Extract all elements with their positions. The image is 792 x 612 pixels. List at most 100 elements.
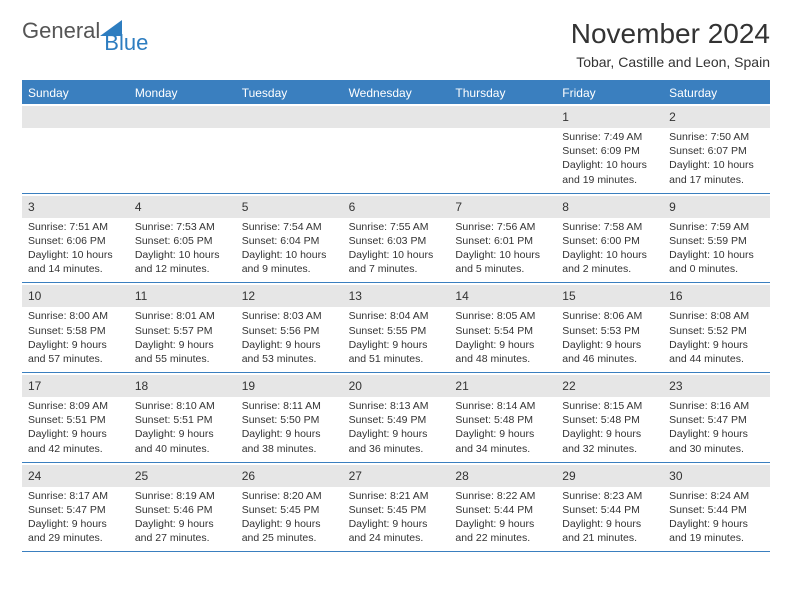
day-info: Sunrise: 8:13 AMSunset: 5:49 PMDaylight:… — [349, 399, 444, 456]
day-cell: 10Sunrise: 8:00 AMSunset: 5:58 PMDayligh… — [22, 283, 129, 372]
day-number: 20 — [349, 379, 362, 393]
day-number: 27 — [349, 469, 362, 483]
day-cell: 26 Sunrise: 8:20 AMSunset: 5:45 PMDayligh… — [236, 463, 343, 552]
day-number: 2 — [669, 110, 676, 124]
day-info: Sunrise: 8:08 AMSunset: 5:52 PMDaylight:… — [669, 309, 764, 366]
day-info: Sunrise: 7:53 AMSunset: 6:05 PMDaylight:… — [135, 220, 230, 277]
location: Tobar, Castille and Leon, Spain — [571, 54, 770, 70]
day-cell: 14Sunrise: 8:05 AMSunset: 5:54 PMDayligh… — [449, 283, 556, 372]
blank-cell: . — [343, 104, 450, 193]
daynum-bar: 1 — [556, 106, 663, 128]
day-info: Sunrise: 8:01 AMSunset: 5:57 PMDaylight:… — [135, 309, 230, 366]
day-number: 10 — [28, 289, 41, 303]
day-number: 22 — [562, 379, 575, 393]
daynum-bar: 3 — [22, 196, 129, 218]
day-info: Sunrise: 8:09 AMSunset: 5:51 PMDaylight:… — [28, 399, 123, 456]
day-info: Sunrise: 8:03 AMSunset: 5:56 PMDaylight:… — [242, 309, 337, 366]
day-number: 11 — [135, 289, 147, 303]
day-cell: 6Sunrise: 7:55 AMSunset: 6:03 PMDaylight… — [343, 194, 450, 283]
daynum-bar: 19 — [236, 375, 343, 397]
logo-text-blue: Blue — [104, 30, 148, 56]
calendar-body: .....1Sunrise: 7:49 AMSunset: 6:09 PMDay… — [22, 104, 770, 552]
day-info: Sunrise: 8:15 AMSunset: 5:48 PMDaylight:… — [562, 399, 657, 456]
day-number: 21 — [455, 379, 468, 393]
day-cell: 20 Sunrise: 8:13 AMSunset: 5:49 PMDayligh… — [343, 373, 450, 462]
calendar: SundayMondayTuesdayWednesdayThursdayFrid… — [22, 80, 770, 552]
day-number: 26 — [242, 469, 255, 483]
dow-saturday: Saturday — [663, 82, 770, 104]
dow-thursday: Thursday — [449, 82, 556, 104]
day-info: Sunrise: 8:06 AMSunset: 5:53 PMDaylight:… — [562, 309, 657, 366]
day-info: Sunrise: 7:58 AMSunset: 6:00 PMDaylight:… — [562, 220, 657, 277]
day-info: Sunrise: 8:22 AMSunset: 5:44 PMDaylight:… — [455, 489, 550, 546]
day-number: 7 — [455, 200, 462, 214]
day-cell: 27 Sunrise: 8:21 AMSunset: 5:45 PMDayligh… — [343, 463, 450, 552]
day-number: 13 — [349, 289, 362, 303]
daynum-bar: 21 — [449, 375, 556, 397]
week-row: 10Sunrise: 8:00 AMSunset: 5:58 PMDayligh… — [22, 283, 770, 373]
day-number: 19 — [242, 379, 255, 393]
day-cell: 19Sunrise: 8:11 AMSunset: 5:50 PMDayligh… — [236, 373, 343, 462]
day-number: 4 — [135, 200, 142, 214]
day-cell: 3 Sunrise: 7:51 AMSunset: 6:06 PMDaylight… — [22, 194, 129, 283]
day-cell: 21Sunrise: 8:14 AMSunset: 5:48 PMDayligh… — [449, 373, 556, 462]
week-row: 24Sunrise: 8:17 AMSunset: 5:47 PMDayligh… — [22, 463, 770, 553]
day-number: 8 — [562, 200, 569, 214]
daynum-bar: 14 — [449, 285, 556, 307]
blank-cell: . — [236, 104, 343, 193]
daynum-bar: 29 — [556, 465, 663, 487]
day-cell: 4 Sunrise: 7:53 AMSunset: 6:05 PMDaylight… — [129, 194, 236, 283]
day-info: Sunrise: 8:19 AMSunset: 5:46 PMDaylight:… — [135, 489, 230, 546]
day-cell: 2Sunrise: 7:50 AMSunset: 6:07 PMDaylight… — [663, 104, 770, 193]
day-cell: 22 Sunrise: 8:15 AMSunset: 5:48 PMDayligh… — [556, 373, 663, 462]
day-info: Sunrise: 8:04 AMSunset: 5:55 PMDaylight:… — [349, 309, 444, 366]
day-info: Sunrise: 7:51 AMSunset: 6:06 PMDaylight:… — [28, 220, 123, 277]
day-cell: 18Sunrise: 8:10 AMSunset: 5:51 PMDayligh… — [129, 373, 236, 462]
day-cell: 7 Sunrise: 7:56 AMSunset: 6:01 PMDaylight… — [449, 194, 556, 283]
day-info: Sunrise: 7:56 AMSunset: 6:01 PMDaylight:… — [455, 220, 550, 277]
day-info: Sunrise: 8:17 AMSunset: 5:47 PMDaylight:… — [28, 489, 123, 546]
day-info: Sunrise: 8:23 AMSunset: 5:44 PMDaylight:… — [562, 489, 657, 546]
week-row: .....1Sunrise: 7:49 AMSunset: 6:09 PMDay… — [22, 104, 770, 194]
day-number: 5 — [242, 200, 249, 214]
logo: General Blue — [22, 18, 170, 44]
daynum-bar: 8 — [556, 196, 663, 218]
day-cell: 30Sunrise: 8:24 AMSunset: 5:44 PMDayligh… — [663, 463, 770, 552]
daynum-bar: . — [22, 106, 129, 128]
day-info: Sunrise: 8:16 AMSunset: 5:47 PMDaylight:… — [669, 399, 764, 456]
day-info: Sunrise: 8:21 AMSunset: 5:45 PMDaylight:… — [349, 489, 444, 546]
day-number: 18 — [135, 379, 148, 393]
daynum-bar: . — [129, 106, 236, 128]
daynum-bar: 25 — [129, 465, 236, 487]
day-cell: 29 Sunrise: 8:23 AMSunset: 5:44 PMDayligh… — [556, 463, 663, 552]
day-info: Sunrise: 8:24 AMSunset: 5:44 PMDaylight:… — [669, 489, 764, 546]
day-info: Sunrise: 8:20 AMSunset: 5:45 PMDaylight:… — [242, 489, 337, 546]
daynum-bar: 13 — [343, 285, 450, 307]
header: General Blue November 2024 Tobar, Castil… — [22, 18, 770, 70]
day-info: Sunrise: 7:55 AMSunset: 6:03 PMDaylight:… — [349, 220, 444, 277]
daynum-bar: 24 — [22, 465, 129, 487]
day-number: 3 — [28, 200, 35, 214]
daynum-bar: . — [236, 106, 343, 128]
day-cell: 5 Sunrise: 7:54 AMSunset: 6:04 PMDaylight… — [236, 194, 343, 283]
blank-cell: . — [449, 104, 556, 193]
day-info: Sunrise: 7:59 AMSunset: 5:59 PMDaylight:… — [669, 220, 764, 277]
day-cell: 13 Sunrise: 8:04 AMSunset: 5:55 PMDayligh… — [343, 283, 450, 372]
daynum-bar: 6 — [343, 196, 450, 218]
day-number: 29 — [562, 469, 575, 483]
title-block: November 2024 Tobar, Castille and Leon, … — [571, 18, 770, 70]
day-number: 25 — [135, 469, 148, 483]
daynum-bar: 17 — [22, 375, 129, 397]
day-cell: 23Sunrise: 8:16 AMSunset: 5:47 PMDayligh… — [663, 373, 770, 462]
dow-monday: Monday — [129, 82, 236, 104]
daynum-bar: 11 — [129, 285, 236, 307]
day-of-week-row: SundayMondayTuesdayWednesdayThursdayFrid… — [22, 82, 770, 104]
day-cell: 1Sunrise: 7:49 AMSunset: 6:09 PMDaylight… — [556, 104, 663, 193]
day-cell: 25 Sunrise: 8:19 AMSunset: 5:46 PMDayligh… — [129, 463, 236, 552]
blank-cell: . — [22, 104, 129, 193]
day-info: Sunrise: 7:54 AMSunset: 6:04 PMDaylight:… — [242, 220, 337, 277]
day-info: Sunrise: 7:49 AMSunset: 6:09 PMDaylight:… — [562, 130, 657, 187]
daynum-bar: 22 — [556, 375, 663, 397]
daynum-bar: 23 — [663, 375, 770, 397]
daynum-bar: 16 — [663, 285, 770, 307]
